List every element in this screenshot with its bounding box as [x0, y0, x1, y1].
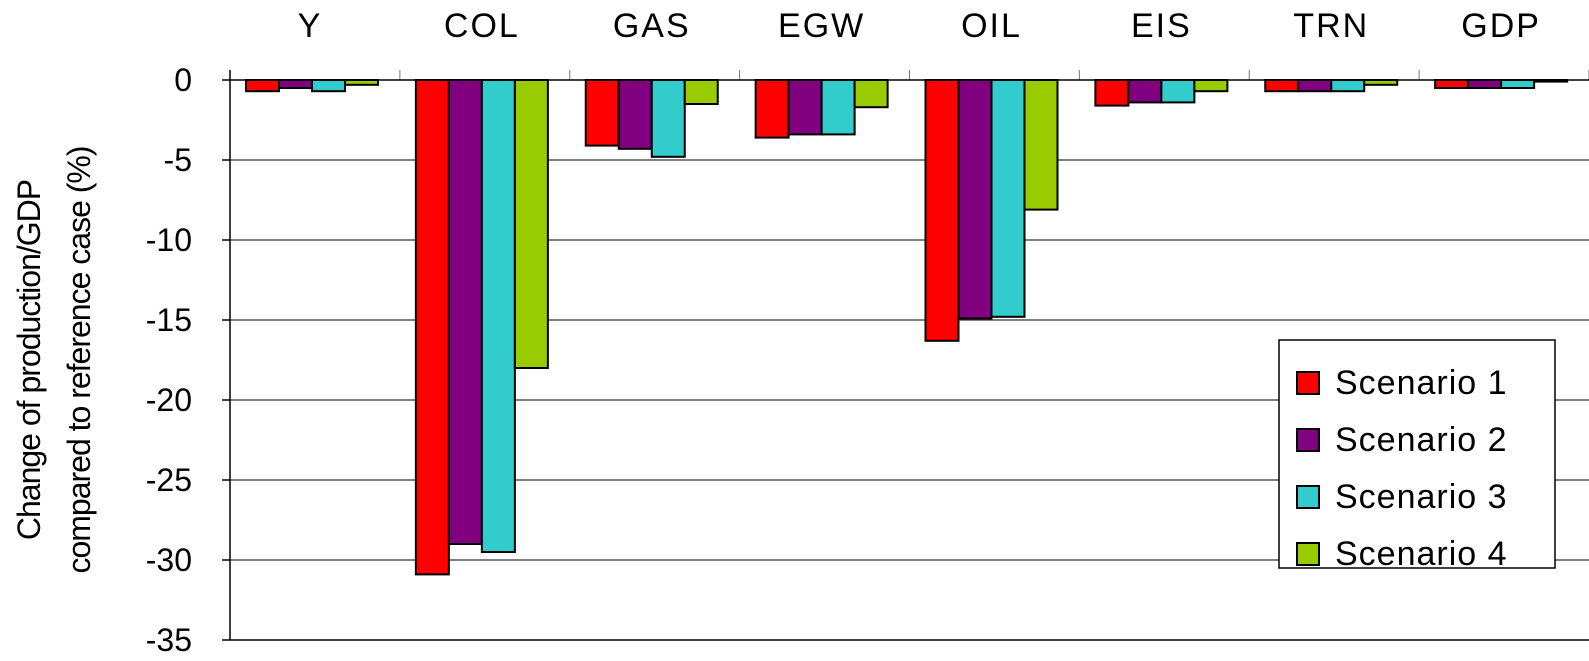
- bar: [820, 79, 856, 136]
- category-label: OIL: [961, 7, 1022, 45]
- bar: [584, 79, 620, 147]
- y-tick-label: -25: [146, 462, 192, 498]
- category-label: GDP: [1461, 7, 1541, 45]
- legend-swatch: [1296, 428, 1320, 452]
- category-tick-marks: [229, 70, 1589, 80]
- category-label: EGW: [778, 7, 865, 45]
- y-tick-label: 0: [174, 62, 192, 98]
- y-tick-label: -15: [146, 302, 192, 338]
- bar: [1297, 79, 1333, 93]
- bar: [1193, 79, 1229, 93]
- legend-label: Scenario 3: [1335, 478, 1508, 516]
- bar: [650, 79, 686, 158]
- y-axis-title-line: compared to reference case (%): [61, 146, 97, 573]
- bar: [853, 79, 889, 109]
- bar: [924, 79, 960, 342]
- legend-label: Scenario 2: [1335, 421, 1508, 459]
- legend: Scenario 1 Scenario 2 Scenario 3 Scenario 4: [1278, 339, 1556, 573]
- y-tick-labels: 0 -5 -10 -15 -20 -25 -30 -35: [146, 62, 192, 658]
- legend-swatch: [1296, 542, 1320, 566]
- axes: [222, 70, 1589, 641]
- bar: [311, 79, 346, 93]
- bar: [1264, 79, 1300, 93]
- bar: [513, 79, 549, 369]
- category-label: COL: [444, 7, 520, 45]
- bar: [480, 79, 516, 553]
- category-label: Y: [298, 7, 323, 45]
- bar: [1330, 79, 1366, 93]
- y-tick-label: -30: [146, 542, 192, 578]
- bar: [754, 79, 790, 139]
- category-label: EIS: [1131, 7, 1192, 45]
- y-tick-label: -5: [164, 142, 192, 178]
- category-labels: Y COL GAS EGW OIL EIS TRN GDP: [298, 7, 1541, 45]
- y-tick-label: -20: [146, 382, 192, 418]
- bar: [1023, 79, 1059, 211]
- bar: [683, 79, 719, 105]
- bar: [1160, 79, 1196, 104]
- bar: [1094, 79, 1130, 107]
- bar: [1500, 79, 1536, 89]
- bar: [278, 79, 313, 89]
- category-label: GAS: [613, 7, 691, 45]
- bar: [1434, 79, 1470, 89]
- bar: [787, 79, 823, 136]
- legend-box: [1278, 339, 1556, 569]
- legend-swatch: [1296, 371, 1320, 395]
- bar: [617, 79, 653, 150]
- legend-label: Scenario 4: [1335, 535, 1508, 573]
- bar: [990, 79, 1026, 318]
- bar: [1467, 79, 1503, 89]
- bar: [1127, 79, 1163, 104]
- y-axis-title: Change of production/GDP compared to refe…: [11, 146, 97, 573]
- bars: [245, 79, 1569, 576]
- bar: [957, 79, 993, 320]
- legend-swatch: [1296, 485, 1320, 509]
- bar: [447, 79, 483, 545]
- bar: [414, 79, 450, 576]
- category-label: TRN: [1293, 7, 1369, 45]
- y-axis-title-line: Change of production/GDP: [11, 180, 47, 540]
- bar: [245, 79, 280, 93]
- legend-label: Scenario 1: [1335, 364, 1508, 402]
- y-tick-label: -10: [146, 222, 192, 258]
- y-tick-label: -35: [146, 622, 192, 658]
